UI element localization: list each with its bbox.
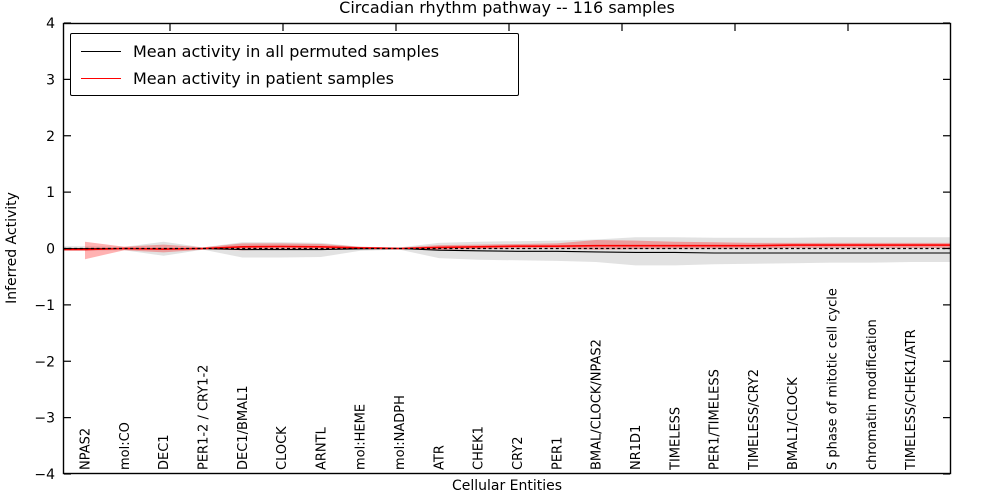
x-category-label: mol:HEME: [354, 404, 369, 470]
legend-label-patient: Mean activity in patient samples: [133, 69, 394, 88]
x-category-label: CHEK1: [472, 426, 487, 470]
x-category-label: ATR: [432, 445, 447, 470]
x-category-label: BMAL/CLOCK/NPAS2: [590, 339, 605, 470]
y-tick-label: 0: [46, 242, 55, 258]
x-category-label: PER1/TIMELESS: [708, 369, 723, 470]
y-tick-label: 3: [46, 72, 55, 88]
black-line-sample-icon: [81, 51, 121, 52]
y-tick-label: 4: [46, 16, 55, 32]
x-category-label: TIMELESS/CRY2: [747, 369, 762, 471]
x-category-label: PER1-2 / CRY1-2: [197, 365, 212, 470]
x-category-label: NR1D1: [629, 425, 644, 470]
x-category-label: PER1: [550, 437, 565, 470]
legend: Mean activity in all permuted samples Me…: [70, 33, 519, 96]
y-tick-label: −1: [34, 298, 55, 314]
x-category-label: TIMELESS/CHEK1/ATR: [904, 329, 919, 471]
y-tick-label: −2: [34, 354, 55, 370]
chart-title: Circadian rhythm pathway -- 116 samples: [339, 0, 675, 17]
red-line-sample-icon: [81, 78, 121, 79]
x-category-label: S phase of mitotic cell cycle: [826, 288, 841, 470]
x-category-label: chromatin modification: [865, 319, 880, 470]
x-category-label: NPAS2: [79, 428, 94, 470]
legend-item-permuted: Mean activity in all permuted samples: [71, 38, 518, 65]
x-axis-label: Cellular Entities: [451, 478, 563, 494]
y-tick-label: 1: [46, 185, 55, 201]
y-tick-label: 2: [46, 129, 55, 145]
x-category-label: DEC1/BMAL1: [236, 386, 251, 471]
legend-item-patient: Mean activity in patient samples: [71, 65, 518, 92]
x-category-label: CLOCK: [275, 426, 290, 470]
x-category-label: mol:NADPH: [393, 395, 408, 470]
axes-frame: [62, 22, 952, 475]
x-category-label: TIMELESS: [668, 407, 683, 471]
patient-spread-band: [85, 240, 951, 260]
y-tick-label: −4: [34, 467, 55, 483]
x-category-label: ARNTL: [314, 426, 329, 470]
legend-label-permuted: Mean activity in all permuted samples: [133, 42, 440, 61]
y-axis-label: Inferred Activity: [4, 192, 20, 304]
patient-mean-line: [63, 244, 951, 251]
x-category-label: BMAL1/CLOCK: [786, 377, 801, 470]
x-category-label: DEC1: [157, 434, 172, 470]
x-category-label: mol:CO: [118, 422, 133, 470]
x-category-label: CRY2: [511, 437, 526, 471]
y-tick-label: −3: [34, 411, 55, 427]
